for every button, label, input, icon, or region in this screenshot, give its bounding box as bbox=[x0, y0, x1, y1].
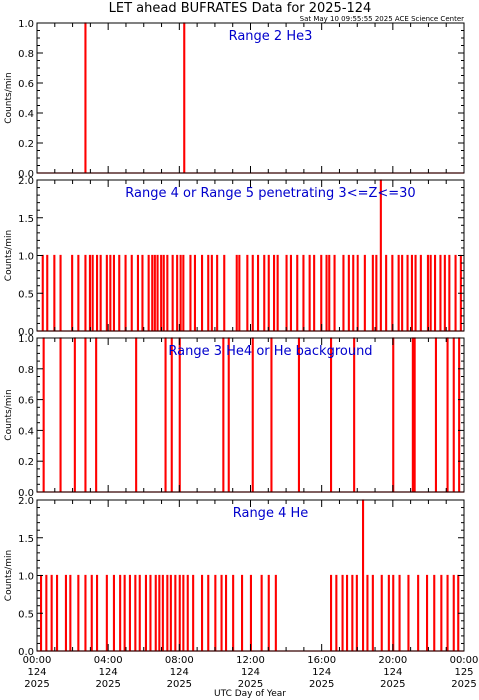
x-axis-label: UTC Day of Year bbox=[214, 689, 286, 699]
x-tick-label-doy: 124 bbox=[312, 667, 331, 678]
data-series-line bbox=[37, 499, 464, 652]
y-tick-label: 1.5 bbox=[18, 534, 34, 545]
y-tick-label: 0.8 bbox=[18, 365, 34, 376]
y-tick-label: 0.4 bbox=[18, 426, 34, 437]
generation-timestamp: Sat May 10 09:55:55 2025 ACE Science Cen… bbox=[300, 15, 464, 23]
panel-3: 0.0 0.2 0.4 0.6 0.8 1.0 Counts/min Range 3 He4 … bbox=[4, 334, 465, 499]
x-tick-label-year: 2025 bbox=[24, 679, 49, 690]
y-tick-label: 0.2 bbox=[18, 457, 34, 468]
x-tick-label-time: 08:00 bbox=[165, 655, 194, 666]
plot-frame bbox=[36, 22, 465, 174]
y-axis-label: Counts/min bbox=[4, 550, 14, 601]
y-axis-label: Counts/min bbox=[4, 72, 14, 123]
x-tick-label-time: 00:00 bbox=[450, 655, 479, 666]
data-series-line bbox=[37, 337, 464, 493]
x-tick-label-time: 00:00 bbox=[23, 655, 52, 666]
x-tick-label-year: 2025 bbox=[451, 679, 476, 690]
y-tick-label: 0.0 bbox=[18, 169, 34, 180]
x-tick-label-time: 20:00 bbox=[378, 655, 407, 666]
x-tick-label-year: 2025 bbox=[238, 679, 263, 690]
y-tick-label: 0.2 bbox=[18, 139, 34, 150]
x-tick-label-doy: 124 bbox=[170, 667, 189, 678]
panel-title: Range 4 or Range 5 penetrating 3<=Z<=30 bbox=[125, 186, 415, 201]
x-tick-label-year: 2025 bbox=[380, 679, 405, 690]
y-tick-label: 2.0 bbox=[18, 496, 34, 507]
y-tick-label: 0.5 bbox=[18, 609, 34, 620]
x-tick-label-time: 16:00 bbox=[307, 655, 336, 666]
panel-title: Range 3 He4 or He background bbox=[168, 344, 372, 359]
x-tick-label-doy: 124 bbox=[383, 667, 402, 678]
x-tick-label-time: 12:00 bbox=[236, 655, 265, 666]
y-tick-label: 1.0 bbox=[18, 19, 34, 30]
y-tick-label: 1.5 bbox=[18, 214, 34, 225]
x-tick-label-doy: 124 bbox=[241, 667, 260, 678]
x-tick-label-doy: 125 bbox=[454, 667, 473, 678]
panel-title: Range 2 He3 bbox=[229, 29, 313, 44]
y-tick-label: 1.0 bbox=[18, 252, 34, 263]
chart-title: LET ahead BUFRATES Data for 2025-124 bbox=[109, 1, 372, 16]
y-tick-label: 0.5 bbox=[18, 289, 34, 300]
y-axis-label: Counts/min bbox=[4, 389, 14, 440]
y-tick-label: 0.8 bbox=[18, 49, 34, 60]
x-tick-labels: 00:00124202504:00124202508:00124202512:0… bbox=[23, 655, 479, 690]
x-tick-label-time: 04:00 bbox=[94, 655, 123, 666]
y-tick-label: 0.0 bbox=[18, 647, 34, 658]
y-tick-label: 0.6 bbox=[18, 396, 34, 407]
plot-frame bbox=[36, 337, 465, 493]
y-tick-label: 1.0 bbox=[18, 572, 34, 583]
y-tick-label: 0.6 bbox=[18, 79, 34, 90]
panel-2: 0.0 0.5 1.0 1.5 2.0 Counts/min Range 4 or Rang… bbox=[4, 176, 465, 338]
y-axis-label: Counts/min bbox=[4, 230, 14, 281]
x-tick-label-doy: 124 bbox=[27, 667, 46, 678]
y-tick-label: 0.4 bbox=[18, 109, 34, 120]
x-tick-label-year: 2025 bbox=[95, 679, 120, 690]
y-tick-label: 0.0 bbox=[18, 488, 34, 499]
panel-1: 0.0 0.2 0.4 0.6 0.8 1.0 Counts/min Range 2 He3 bbox=[4, 19, 465, 180]
data-series-line bbox=[37, 179, 464, 332]
panel-4: 0.0 0.5 1.0 1.5 2.0 Counts/min Range 4 He bbox=[4, 496, 465, 658]
y-tick-label: 1.0 bbox=[18, 334, 34, 345]
y-tick-label: 2.0 bbox=[18, 176, 34, 187]
data-series-line bbox=[37, 22, 464, 174]
panel-title: Range 4 He bbox=[233, 506, 309, 521]
x-tick-label-year: 2025 bbox=[167, 679, 192, 690]
y-tick-label: 0.0 bbox=[18, 327, 34, 338]
x-tick-label-doy: 124 bbox=[99, 667, 118, 678]
x-tick-label-year: 2025 bbox=[309, 679, 334, 690]
